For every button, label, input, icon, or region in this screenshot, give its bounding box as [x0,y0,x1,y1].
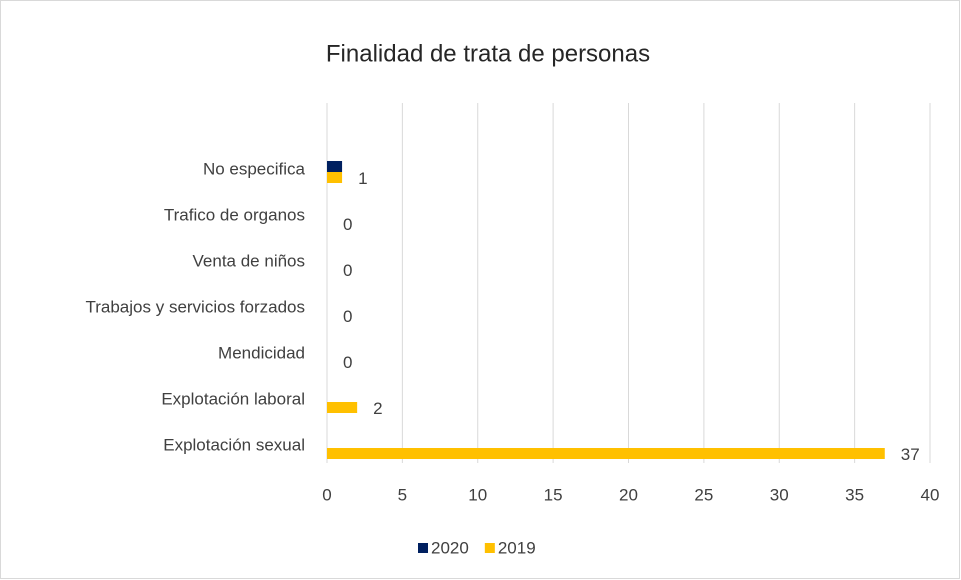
x-tick-label: 30 [770,485,789,504]
y-tick-label: Mendicidad [218,343,305,362]
x-tick-label: 0 [322,485,331,504]
legend-swatch [418,543,428,553]
x-tick-label: 15 [544,485,563,504]
x-tick-label: 5 [398,485,407,504]
data-label: 0 [343,261,352,280]
data-label: 2 [373,399,382,418]
y-tick-label: Explotación sexual [163,435,305,454]
data-label: 0 [343,353,352,372]
chart-title: Finalidad de trata de personas [326,40,650,67]
y-tick-label: Trafico de organos [164,205,305,224]
x-tick-label: 25 [694,485,713,504]
bar [327,161,343,172]
y-tick-label: Explotación laboral [161,389,305,408]
data-label: 0 [343,307,352,326]
y-tick-label: Venta de niños [193,251,305,270]
legend-label: 2019 [498,538,536,557]
data-label: 1 [358,169,367,188]
y-tick-label: Trabajos y servicios forzados [85,297,305,316]
bar [327,402,358,413]
y-tick-label: No especifica [203,159,306,178]
data-label: 37 [901,445,920,464]
x-tick-label: 35 [845,485,864,504]
x-tick-label: 10 [468,485,487,504]
x-tick-label: 40 [921,485,940,504]
legend-swatch [484,543,495,553]
data-label: 0 [343,215,352,234]
legend-label: 2020 [431,538,469,557]
x-tick-label: 20 [619,485,638,504]
bar [327,172,343,183]
bar [327,448,885,459]
